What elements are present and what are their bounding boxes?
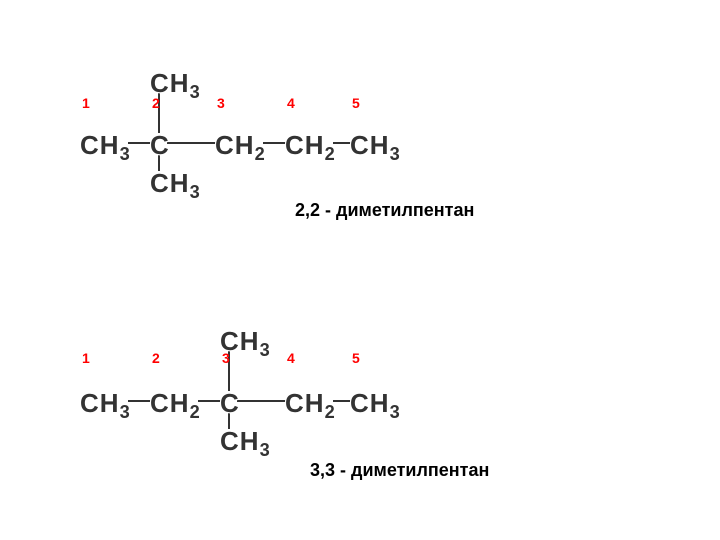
bond-horizontal — [237, 400, 287, 402]
bond-horizontal — [167, 142, 217, 144]
carbon-number: 1 — [82, 350, 90, 366]
carbon-number: 4 — [287, 95, 295, 111]
carbon-number: 5 — [352, 95, 360, 111]
carbon-number: 4 — [287, 350, 295, 366]
structure-2-chain-atom-1: CH2 — [150, 388, 200, 423]
structure-2-branch-atom-1: CH3 — [220, 426, 270, 461]
structure-1-chain-atom-1: C — [150, 130, 170, 161]
carbon-number: 1 — [82, 95, 90, 111]
structure-2-name: 3,3 - диметилпентан — [310, 460, 489, 481]
bond-horizontal — [198, 400, 222, 402]
structure-2-chain-atom-4: CH3 — [350, 388, 400, 423]
structure-1-branch-atom-0: CH3 — [150, 68, 200, 103]
bond-horizontal — [128, 142, 152, 144]
structure-1-chain-atom-3: CH2 — [285, 130, 335, 165]
structure-1-chain-atom-4: CH3 — [350, 130, 400, 165]
structure-1-chain-atom-0: CH3 — [80, 130, 130, 165]
structure-1-chain-atom-2: CH2 — [215, 130, 265, 165]
carbon-number: 3 — [217, 95, 225, 111]
structure-2-chain-atom-3: CH2 — [285, 388, 335, 423]
structure-1-name: 2,2 - диметилпентан — [295, 200, 474, 221]
structure-1-branch-atom-1: CH3 — [150, 168, 200, 203]
structure-2-chain-atom-0: CH3 — [80, 388, 130, 423]
carbon-number: 2 — [152, 350, 160, 366]
structure-2-branch-atom-0: CH3 — [220, 326, 270, 361]
chemistry-diagram: CH3 C CH2 CH2 CH3 1 2 3 4 5 CH3 CH3 2,2 - диметилпен… — [0, 0, 720, 540]
carbon-number: 5 — [352, 350, 360, 366]
bond-horizontal — [263, 142, 287, 144]
structure-2-chain-atom-2: C — [220, 388, 240, 419]
bond-horizontal — [128, 400, 152, 402]
